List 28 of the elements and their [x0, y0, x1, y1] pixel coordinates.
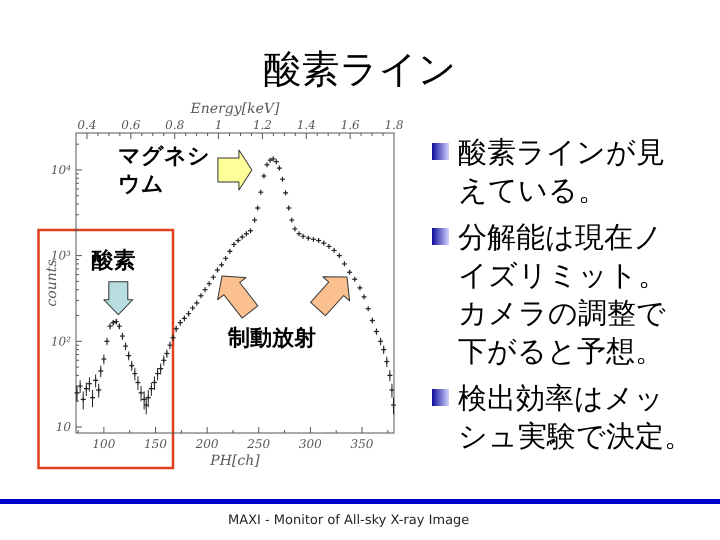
- y-axis-title: counts: [44, 259, 60, 307]
- annotation: 制動放射: [227, 326, 316, 351]
- x-tick-label: 250: [246, 437, 271, 451]
- x2-tick-label: 1.8: [384, 118, 404, 132]
- text: 分解能は現在ノイズリミット。カメラの調整で下がると予想。: [458, 220, 667, 368]
- x2-tick-label: 0.4: [77, 118, 97, 132]
- annotation: 酸素: [91, 248, 136, 274]
- chart-title: 酸素ライン: [264, 47, 456, 91]
- x-tick-label: 100: [92, 437, 116, 451]
- x2-tick-label: 1.4: [296, 118, 316, 132]
- x-tick-label: 350: [350, 437, 374, 451]
- x2-tick-label: 1.2: [252, 118, 272, 132]
- annotation: マグネシウム: [118, 144, 210, 197]
- x2-tick-label: 1.6: [340, 118, 360, 132]
- text: 酸素ラインが見えている。: [458, 135, 665, 207]
- x-tick-label: 200: [194, 437, 219, 451]
- x2-tick-label: 1: [214, 118, 222, 132]
- y-tick-label: 10⁴: [50, 162, 72, 177]
- x-tick-label: 300: [298, 437, 322, 451]
- x-tick-label: 150: [144, 437, 168, 451]
- x2-tick-label: 0.8: [165, 118, 185, 132]
- text: MAXI - Monitor of All-sky X-ray Image: [228, 513, 470, 528]
- x-axis-title: PH[ch]: [209, 453, 260, 469]
- x2-axis-title: Energy[keV]: [190, 101, 280, 117]
- y-tick-label: 10²: [50, 334, 72, 348]
- y-tick-label: 10: [56, 420, 72, 434]
- x2-tick-label: 0.6: [121, 118, 141, 132]
- text: 検出効率はメッシュ実験で決定。: [458, 381, 693, 453]
